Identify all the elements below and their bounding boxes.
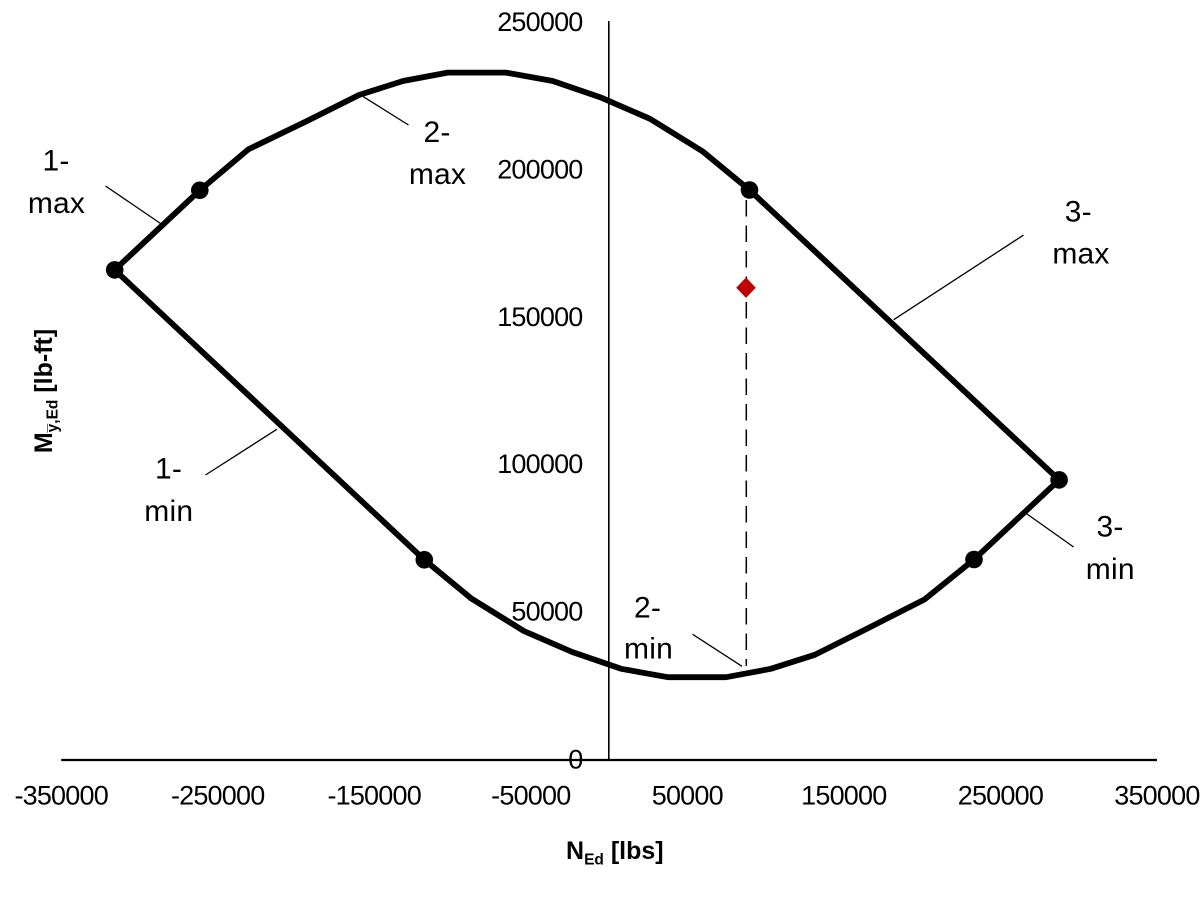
- svg-text:min: min: [624, 633, 673, 666]
- svg-text:max: max: [409, 158, 466, 191]
- svg-text:-350000: -350000: [14, 781, 108, 811]
- svg-text:My̅,Ed [lb-ft]: My̅,Ed [lb-ft]: [30, 329, 62, 453]
- svg-text:2-: 2-: [634, 592, 661, 625]
- svg-text:0: 0: [568, 745, 582, 775]
- svg-text:200000: 200000: [497, 154, 582, 184]
- svg-text:100000: 100000: [497, 449, 582, 479]
- svg-text:350000: 350000: [1114, 781, 1199, 811]
- svg-text:1-: 1-: [42, 144, 69, 177]
- svg-text:-250000: -250000: [171, 781, 265, 811]
- svg-text:150000: 150000: [497, 302, 582, 332]
- svg-text:50000: 50000: [511, 597, 582, 627]
- svg-text:max: max: [28, 187, 85, 220]
- svg-text:-50000: -50000: [491, 781, 570, 811]
- svg-text:min: min: [1086, 553, 1135, 586]
- svg-text:max: max: [1052, 238, 1109, 271]
- svg-text:250000: 250000: [497, 7, 582, 37]
- svg-text:1-: 1-: [155, 453, 182, 486]
- svg-text:2-: 2-: [423, 116, 450, 149]
- svg-text:NEd [lbs]: NEd [lbs]: [566, 837, 664, 869]
- svg-text:150000: 150000: [801, 781, 886, 811]
- svg-text:3-: 3-: [1065, 195, 1092, 228]
- svg-text:min: min: [144, 495, 193, 528]
- svg-text:3-: 3-: [1096, 510, 1123, 543]
- svg-text:250000: 250000: [958, 781, 1043, 811]
- svg-text:-150000: -150000: [327, 781, 421, 811]
- svg-text:50000: 50000: [652, 781, 723, 811]
